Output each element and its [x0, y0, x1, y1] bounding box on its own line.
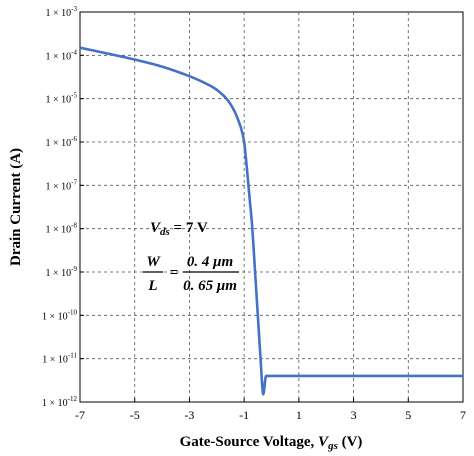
x-tick-label: -5	[130, 408, 140, 422]
y-axis-title: Drain Current (A)	[8, 148, 24, 266]
x-tick-label: 7	[460, 408, 466, 422]
y-tick-label: 1 × 10-11	[42, 352, 77, 366]
ratio-length-value: 0. 65 μm	[183, 278, 237, 294]
y-tick-label: 1 × 10-5	[46, 92, 78, 106]
y-tick-label: 1 × 10-6	[46, 135, 78, 149]
x-tick-label: -7	[75, 408, 85, 422]
y-tick-label: 1 × 10-7	[46, 178, 78, 192]
ratio-l: L	[147, 278, 157, 294]
x-axis-title: Gate-Source Voltage, Vgs (V)	[180, 434, 363, 452]
ratio-width-value: 0. 4 μm	[187, 254, 233, 270]
x-tick-label: -1	[239, 408, 249, 422]
ratio-w: W	[146, 254, 161, 270]
plot-area-frame	[79, 11, 464, 403]
y-tick-label: 1 × 10-8	[46, 222, 78, 236]
x-tick-label: 1	[296, 408, 302, 422]
ratio-equals: =	[170, 265, 179, 281]
y-tick-label: 1 × 10-10	[42, 308, 77, 322]
y-tick-label: 1 × 10-4	[46, 48, 78, 62]
wl-ratio-annotation: W L = 0. 4 μm 0. 65 μm	[143, 254, 239, 294]
grid-layer	[80, 12, 463, 402]
x-tick-label: 5	[405, 408, 411, 422]
drain-current-series-line	[79, 46, 463, 396]
tick-layer: -7 -5 -3 -1 1 3 5 7 1 × 10-3 1 × 10-4 1 × 10-5 1 × …	[42, 5, 466, 422]
x-tick-label: 3	[351, 408, 357, 422]
y-tick-label: 1 × 10-3	[46, 5, 78, 19]
vds-label: Vds = 7 V	[150, 220, 208, 238]
y-tick-label: 1 × 10-9	[46, 265, 78, 279]
vds-annotation: Vds = 7 V	[150, 220, 208, 238]
y-tick-label: 1 × 10-12	[42, 395, 77, 409]
x-tick-label: -3	[184, 408, 194, 422]
